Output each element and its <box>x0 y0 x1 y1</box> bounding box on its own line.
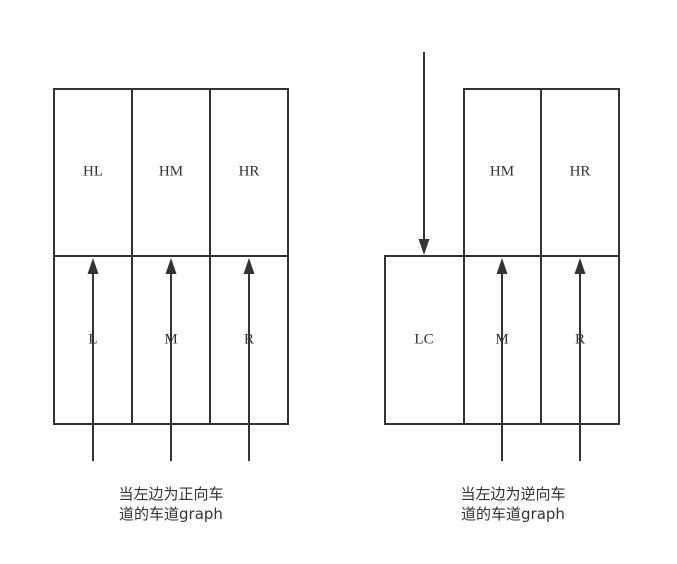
arrow-m-to-hm <box>165 258 177 461</box>
arrow-m-to-hm-right <box>496 258 508 461</box>
left-caption-line1: 当左边为正向车 <box>118 485 223 503</box>
arrow-l-to-hl <box>87 258 99 461</box>
arrow-down-to-lc <box>418 52 430 255</box>
left-lane-graph: HL HM HR L M R 当左边为正向车 道的车道graph <box>53 88 289 523</box>
left-caption-line2: 道的车道graph <box>119 505 223 523</box>
label-hl: HL <box>83 163 103 179</box>
right-caption-line2: 道的车道graph <box>461 505 565 523</box>
right-lane-graph: HM HR LC M R 当左边为逆向车 道的车道graph <box>384 52 620 523</box>
arrow-r-to-hr-right <box>574 258 586 461</box>
label-hr-right: HR <box>570 163 591 179</box>
label-hm: HM <box>159 163 183 179</box>
right-caption-line1: 当左边为逆向车 <box>460 485 565 503</box>
label-hr: HR <box>239 163 260 179</box>
label-lc: LC <box>414 331 433 347</box>
arrow-r-to-hr <box>243 258 255 461</box>
label-hm-right: HM <box>490 163 514 179</box>
